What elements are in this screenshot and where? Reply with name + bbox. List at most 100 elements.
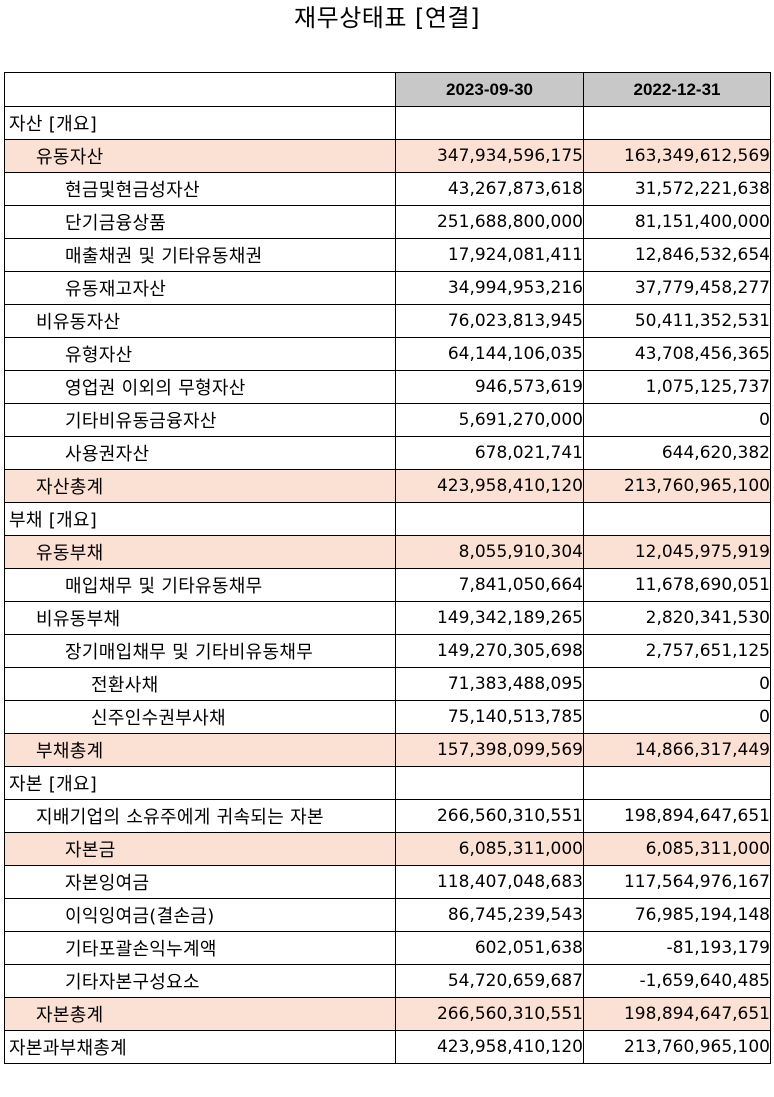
value-2023-09-30: 423,958,410,120 — [395, 469, 584, 503]
table-row: 매출채권 및 기타유동채권 17,924,081,411 12,846,532,65… — [4, 238, 771, 272]
value-2022-12-31: 198,894,647,651 — [583, 997, 771, 1031]
value-2023-09-30: 5,691,270,000 — [395, 403, 584, 437]
value-2022-12-31: 2,757,651,125 — [583, 634, 771, 668]
value-2022-12-31: 1,075,125,737 — [583, 370, 771, 404]
value-2022-12-31: 0 — [583, 700, 771, 734]
value-2023-09-30: 157,398,099,569 — [395, 733, 584, 767]
value-2022-12-31: 31,572,221,638 — [583, 172, 771, 206]
table-row: 단기금융상품 251,688,800,000 81,151,400,000 — [4, 205, 771, 239]
value-2023-09-30: 17,924,081,411 — [395, 238, 584, 272]
value-2023-09-30: 149,270,305,698 — [395, 634, 584, 668]
value-2022-12-31: 12,846,532,654 — [583, 238, 771, 272]
row-label: 자본 [개요] — [4, 766, 396, 800]
row-label: 자본총계 — [4, 997, 396, 1031]
value-2022-12-31 — [583, 766, 771, 800]
value-2022-12-31: 6,085,311,000 — [583, 832, 771, 866]
row-label: 전환사채 — [4, 667, 396, 701]
value-2022-12-31: 37,779,458,277 — [583, 271, 771, 305]
value-2022-12-31: 81,151,400,000 — [583, 205, 771, 239]
value-2023-09-30: 75,140,513,785 — [395, 700, 584, 734]
value-2022-12-31: 11,678,690,051 — [583, 568, 771, 602]
value-2023-09-30 — [395, 502, 584, 536]
table-row: 신주인수권부사채 75,140,513,785 0 — [4, 700, 771, 734]
row-label: 비유동부채 — [4, 601, 396, 635]
header-row: 2023-09-30 2022-12-31 — [4, 72, 771, 107]
table-row: 매입채무 및 기타유동채무 7,841,050,664 11,678,690,051 — [4, 568, 771, 602]
row-label: 자본금 — [4, 832, 396, 866]
table-row: 유동재고자산 34,994,953,216 37,779,458,277 — [4, 271, 771, 305]
value-2023-09-30: 43,267,873,618 — [395, 172, 584, 206]
value-2022-12-31: -81,193,179 — [583, 931, 771, 965]
table-row: 부채 [개요] — [4, 502, 771, 536]
value-2023-09-30: 149,342,189,265 — [395, 601, 584, 635]
table-row: 부채총계 157,398,099,569 14,866,317,449 — [4, 733, 771, 767]
value-2023-09-30: 86,745,239,543 — [395, 898, 584, 932]
value-2022-12-31: 2,820,341,530 — [583, 601, 771, 635]
table-row: 유동부채 8,055,910,304 12,045,975,919 — [4, 535, 771, 569]
row-label: 매입채무 및 기타유동채무 — [4, 568, 396, 602]
table-row: 비유동자산 76,023,813,945 50,411,352,531 — [4, 304, 771, 338]
row-label: 부채 [개요] — [4, 502, 396, 536]
value-2023-09-30: 266,560,310,551 — [395, 799, 584, 833]
value-2022-12-31: 163,349,612,569 — [583, 139, 771, 173]
value-2023-09-30: 7,841,050,664 — [395, 568, 584, 602]
value-2023-09-30: 266,560,310,551 — [395, 997, 584, 1031]
value-2022-12-31: -1,659,640,485 — [583, 964, 771, 998]
table-row: 비유동부채 149,342,189,265 2,820,341,530 — [4, 601, 771, 635]
table-row: 자본 [개요] — [4, 766, 771, 800]
row-label: 유동재고자산 — [4, 271, 396, 305]
value-2023-09-30: 6,085,311,000 — [395, 832, 584, 866]
row-label: 유동부채 — [4, 535, 396, 569]
value-2023-09-30: 71,383,488,095 — [395, 667, 584, 701]
row-label: 자본잉여금 — [4, 865, 396, 899]
value-2022-12-31: 213,760,965,100 — [583, 1030, 771, 1064]
table-row: 사용권자산 678,021,741 644,620,382 — [4, 436, 771, 470]
row-label: 현금및현금성자산 — [4, 172, 396, 206]
value-2022-12-31: 12,045,975,919 — [583, 535, 771, 569]
row-label: 사용권자산 — [4, 436, 396, 470]
value-2023-09-30 — [395, 766, 584, 800]
table-row: 자본금 6,085,311,000 6,085,311,000 — [4, 832, 771, 866]
row-label: 단기금융상품 — [4, 205, 396, 239]
value-2022-12-31: 43,708,456,365 — [583, 337, 771, 371]
value-2023-09-30: 347,934,596,175 — [395, 139, 584, 173]
table-row: 유형자산 64,144,106,035 43,708,456,365 — [4, 337, 771, 371]
row-label: 비유동자산 — [4, 304, 396, 338]
value-2022-12-31: 76,985,194,148 — [583, 898, 771, 932]
value-2023-09-30: 118,407,048,683 — [395, 865, 584, 899]
row-label: 부채총계 — [4, 733, 396, 767]
value-2022-12-31: 213,760,965,100 — [583, 469, 771, 503]
page-title: 재무상태표 [연결] — [294, 4, 480, 32]
value-2022-12-31: 14,866,317,449 — [583, 733, 771, 767]
table-row: 전환사채 71,383,488,095 0 — [4, 667, 771, 701]
table-row: 유동자산 347,934,596,175 163,349,612,569 — [4, 139, 771, 173]
row-label: 자본과부채총계 — [4, 1030, 396, 1064]
row-label: 지배기업의 소유주에게 귀속되는 자본 — [4, 799, 396, 833]
value-2023-09-30: 34,994,953,216 — [395, 271, 584, 305]
row-label: 자산 [개요] — [4, 106, 396, 140]
table-row: 장기매입채무 및 기타비유동채무 149,270,305,698 2,757,651… — [4, 634, 771, 668]
value-2022-12-31: 198,894,647,651 — [583, 799, 771, 833]
value-2023-09-30: 602,051,638 — [395, 931, 584, 965]
value-2022-12-31: 50,411,352,531 — [583, 304, 771, 338]
value-2023-09-30: 946,573,619 — [395, 370, 584, 404]
value-2022-12-31: 117,564,976,167 — [583, 865, 771, 899]
value-2022-12-31 — [583, 106, 771, 140]
table-row: 자본잉여금 118,407,048,683 117,564,976,167 — [4, 865, 771, 899]
row-label: 기타포괄손익누계액 — [4, 931, 396, 965]
row-label: 이익잉여금(결손금) — [4, 898, 396, 932]
table-row: 자산총계 423,958,410,120 213,760,965,100 — [4, 469, 771, 503]
table-row: 자산 [개요] — [4, 106, 771, 140]
value-2022-12-31: 0 — [583, 403, 771, 437]
value-2023-09-30 — [395, 106, 584, 140]
row-label: 영업권 이외의 무형자산 — [4, 370, 396, 404]
table-row: 자본과부채총계 423,958,410,120 213,760,965,100 — [4, 1030, 771, 1064]
row-label: 장기매입채무 및 기타비유동채무 — [4, 634, 396, 668]
table-body: 자산 [개요] 유동자산 347,934,596,175 163,349,612,56… — [4, 106, 771, 1064]
value-2023-09-30: 76,023,813,945 — [395, 304, 584, 338]
value-2022-12-31: 0 — [583, 667, 771, 701]
row-label: 유동자산 — [4, 139, 396, 173]
table-row: 기타포괄손익누계액 602,051,638 -81,193,179 — [4, 931, 771, 965]
row-label: 기타자본구성요소 — [4, 964, 396, 998]
value-2023-09-30: 64,144,106,035 — [395, 337, 584, 371]
